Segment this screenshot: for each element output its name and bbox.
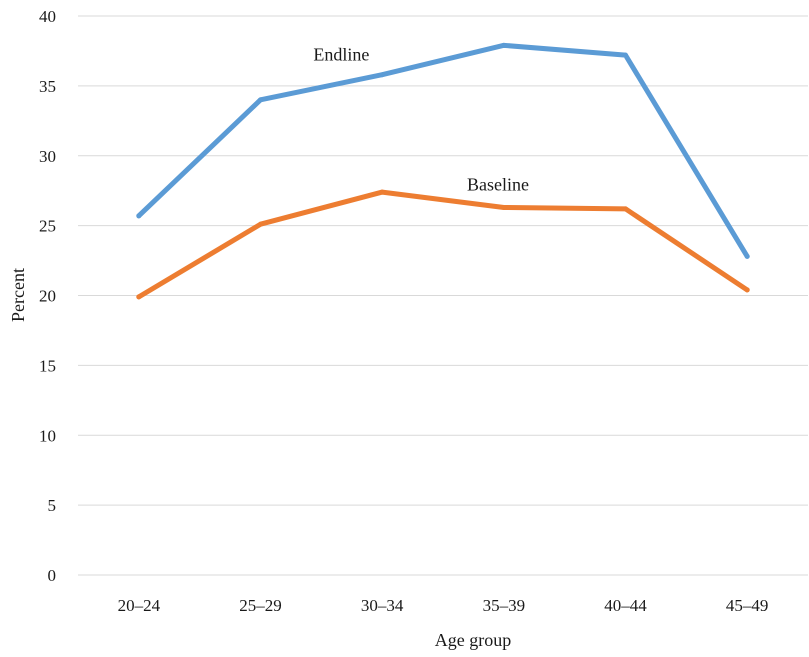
- data-point-baseline: [623, 206, 628, 212]
- y-tick-label: 5: [48, 496, 57, 515]
- series-label-baseline: Baseline: [467, 174, 529, 194]
- y-axis-ticks: 0 5 10 15 20 25 30 35 40: [39, 7, 56, 585]
- series-lines: [136, 42, 750, 300]
- data-point-endline: [501, 42, 507, 48]
- data-point-baseline: [501, 204, 507, 210]
- data-point-endline: [379, 72, 385, 78]
- series-label-endline: Endline: [313, 45, 369, 65]
- y-axis-title: Percent: [8, 268, 28, 322]
- x-tick-label: 35–39: [483, 596, 526, 615]
- series-line-baseline: [136, 189, 750, 300]
- y-tick-label: 30: [39, 147, 56, 166]
- y-tick-label: 35: [39, 77, 56, 96]
- data-point-endline: [744, 253, 750, 259]
- series-labels: Endline Baseline: [313, 45, 529, 195]
- data-point-baseline: [136, 294, 142, 300]
- data-point-endline: [623, 52, 628, 58]
- x-axis-title: Age group: [435, 630, 511, 650]
- data-point-endline: [258, 97, 263, 103]
- x-tick-label: 30–34: [361, 596, 404, 615]
- data-point-baseline: [379, 189, 385, 195]
- gridlines: [78, 15, 808, 576]
- x-axis-ticks: 20–24 25–29 30–34 35–39 40–44 45–49: [118, 596, 769, 615]
- y-tick-label: 15: [39, 356, 56, 375]
- data-point-endline: [136, 213, 142, 219]
- data-point-baseline: [744, 287, 750, 293]
- y-tick-label: 20: [39, 287, 56, 306]
- x-tick-label: 25–29: [239, 596, 282, 615]
- x-tick-label: 40–44: [604, 596, 647, 615]
- data-point-baseline: [258, 221, 263, 227]
- y-tick-label: 25: [39, 217, 56, 236]
- y-tick-label: 40: [39, 7, 56, 26]
- x-tick-label: 45–49: [726, 596, 769, 615]
- x-tick-label: 20–24: [118, 596, 161, 615]
- y-tick-label: 10: [39, 426, 56, 445]
- series-line-endline: [136, 42, 750, 259]
- y-tick-label: 0: [48, 566, 57, 585]
